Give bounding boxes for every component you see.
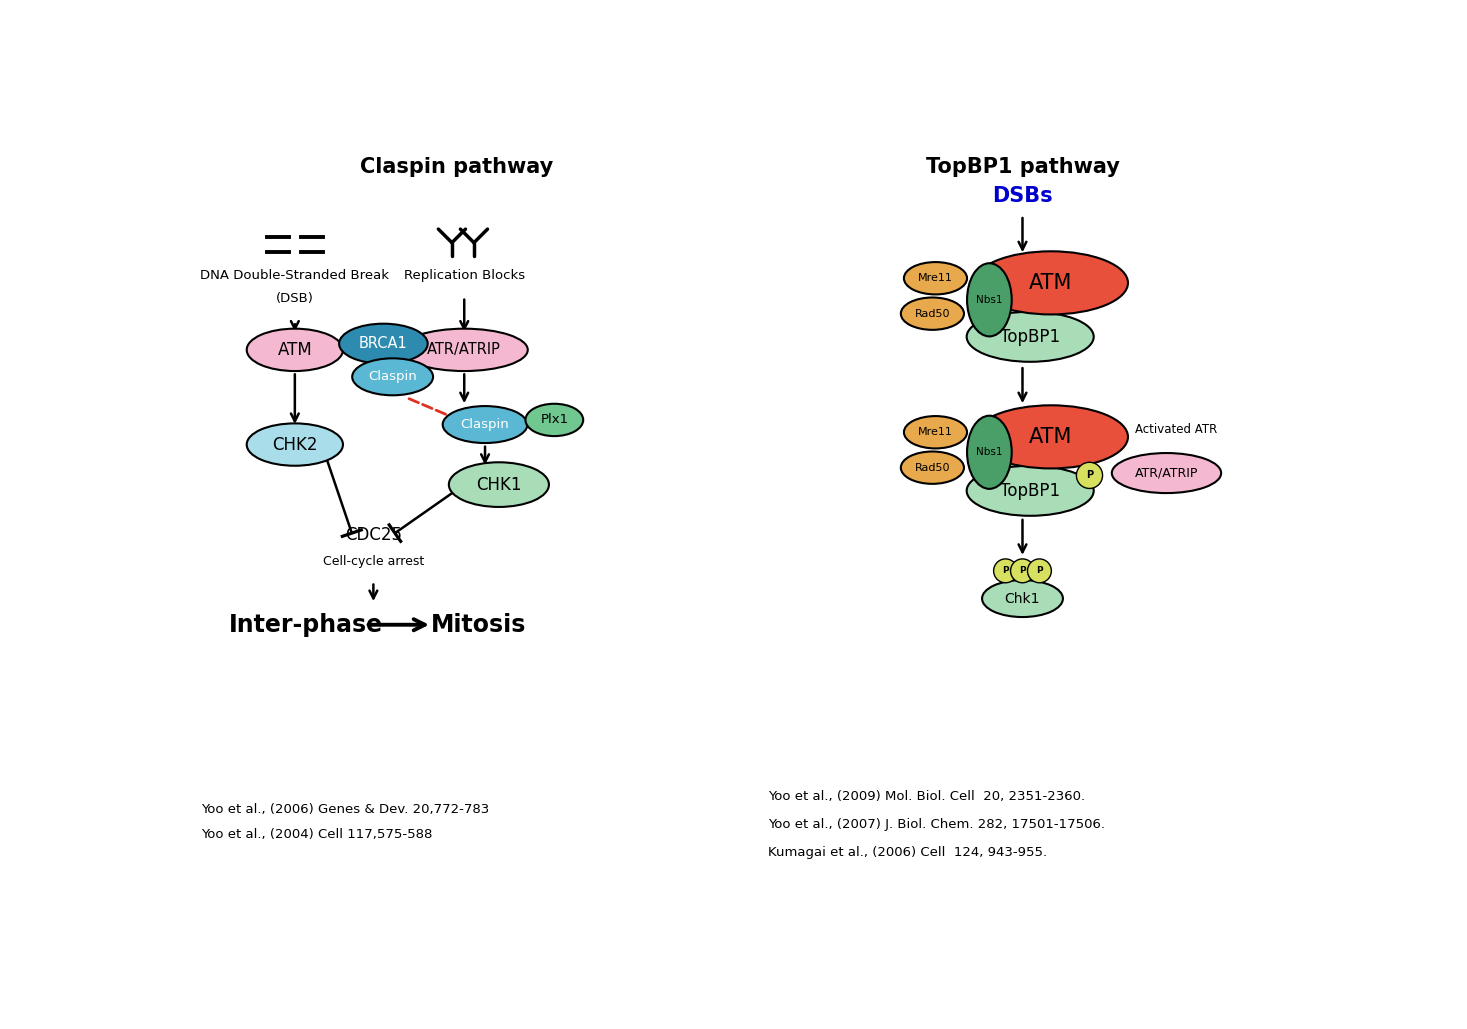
Text: ATR/ATRIP: ATR/ATRIP bbox=[1135, 466, 1199, 480]
Text: Activated ATR: Activated ATR bbox=[1135, 423, 1218, 435]
Text: P: P bbox=[1020, 566, 1025, 575]
Text: Replication Blocks: Replication Blocks bbox=[403, 269, 525, 282]
Ellipse shape bbox=[246, 328, 343, 371]
Text: ATR/ATRIP: ATR/ATRIP bbox=[427, 343, 502, 357]
Text: Claspin pathway: Claspin pathway bbox=[359, 157, 553, 177]
Text: Mre11: Mre11 bbox=[918, 274, 954, 283]
Ellipse shape bbox=[246, 423, 343, 466]
Ellipse shape bbox=[974, 251, 1128, 315]
Text: TopBP1 pathway: TopBP1 pathway bbox=[926, 157, 1119, 177]
Text: ATM: ATM bbox=[1030, 427, 1072, 447]
Circle shape bbox=[1027, 559, 1052, 582]
Text: Nbs1: Nbs1 bbox=[976, 448, 1002, 457]
Text: TopBP1: TopBP1 bbox=[1000, 328, 1061, 346]
Text: Yoo et al., (2004) Cell 117,575-588: Yoo et al., (2004) Cell 117,575-588 bbox=[201, 828, 433, 842]
Ellipse shape bbox=[981, 580, 1064, 617]
Text: ATM: ATM bbox=[1030, 273, 1072, 293]
Text: Yoo et al., (2006) Genes & Dev. 20,772-783: Yoo et al., (2006) Genes & Dev. 20,772-7… bbox=[201, 803, 489, 816]
Text: Claspin: Claspin bbox=[461, 418, 509, 431]
Ellipse shape bbox=[904, 416, 967, 449]
Ellipse shape bbox=[904, 262, 967, 294]
Ellipse shape bbox=[400, 328, 528, 371]
Ellipse shape bbox=[525, 403, 584, 436]
Ellipse shape bbox=[967, 312, 1094, 362]
Text: P: P bbox=[1002, 566, 1009, 575]
Ellipse shape bbox=[352, 358, 433, 395]
Circle shape bbox=[993, 559, 1018, 582]
Text: Rad50: Rad50 bbox=[914, 463, 951, 472]
Text: Nbs1: Nbs1 bbox=[976, 295, 1002, 305]
Ellipse shape bbox=[443, 406, 527, 443]
Ellipse shape bbox=[967, 466, 1094, 516]
Ellipse shape bbox=[901, 297, 964, 330]
Ellipse shape bbox=[974, 405, 1128, 468]
Text: Chk1: Chk1 bbox=[1005, 592, 1040, 606]
Text: (DSB): (DSB) bbox=[276, 292, 314, 306]
Text: DNA Double-Stranded Break: DNA Double-Stranded Break bbox=[201, 269, 389, 282]
Ellipse shape bbox=[1112, 453, 1221, 493]
Text: Kumagai et al., (2006) Cell  124, 943-955.: Kumagai et al., (2006) Cell 124, 943-955… bbox=[769, 846, 1047, 859]
Text: BRCA1: BRCA1 bbox=[359, 336, 408, 351]
Text: Mitosis: Mitosis bbox=[430, 612, 525, 637]
Ellipse shape bbox=[967, 263, 1012, 336]
Text: Plx1: Plx1 bbox=[540, 414, 568, 426]
Text: P: P bbox=[1036, 566, 1043, 575]
Text: TopBP1: TopBP1 bbox=[1000, 482, 1061, 500]
Ellipse shape bbox=[339, 324, 428, 363]
Text: Mre11: Mre11 bbox=[918, 427, 954, 437]
Text: CHK2: CHK2 bbox=[271, 435, 317, 454]
Text: Yoo et al., (2009) Mol. Biol. Cell  20, 2351-2360.: Yoo et al., (2009) Mol. Biol. Cell 20, 2… bbox=[769, 790, 1086, 803]
Text: DSBs: DSBs bbox=[992, 186, 1053, 206]
Ellipse shape bbox=[449, 462, 549, 507]
Text: ATM: ATM bbox=[277, 341, 312, 359]
Text: Cell-cycle arrest: Cell-cycle arrest bbox=[323, 555, 424, 568]
Text: Yoo et al., (2007) J. Biol. Chem. 282, 17501-17506.: Yoo et al., (2007) J. Biol. Chem. 282, 1… bbox=[769, 818, 1106, 831]
Text: Rad50: Rad50 bbox=[914, 309, 951, 319]
Text: CDC25: CDC25 bbox=[345, 527, 402, 544]
Circle shape bbox=[1011, 559, 1034, 582]
Text: P: P bbox=[1086, 470, 1093, 481]
Ellipse shape bbox=[967, 416, 1012, 489]
Circle shape bbox=[1077, 462, 1103, 489]
Ellipse shape bbox=[901, 452, 964, 484]
Text: Inter-phase: Inter-phase bbox=[229, 612, 383, 637]
Text: Claspin: Claspin bbox=[368, 370, 417, 384]
Text: CHK1: CHK1 bbox=[477, 475, 522, 494]
